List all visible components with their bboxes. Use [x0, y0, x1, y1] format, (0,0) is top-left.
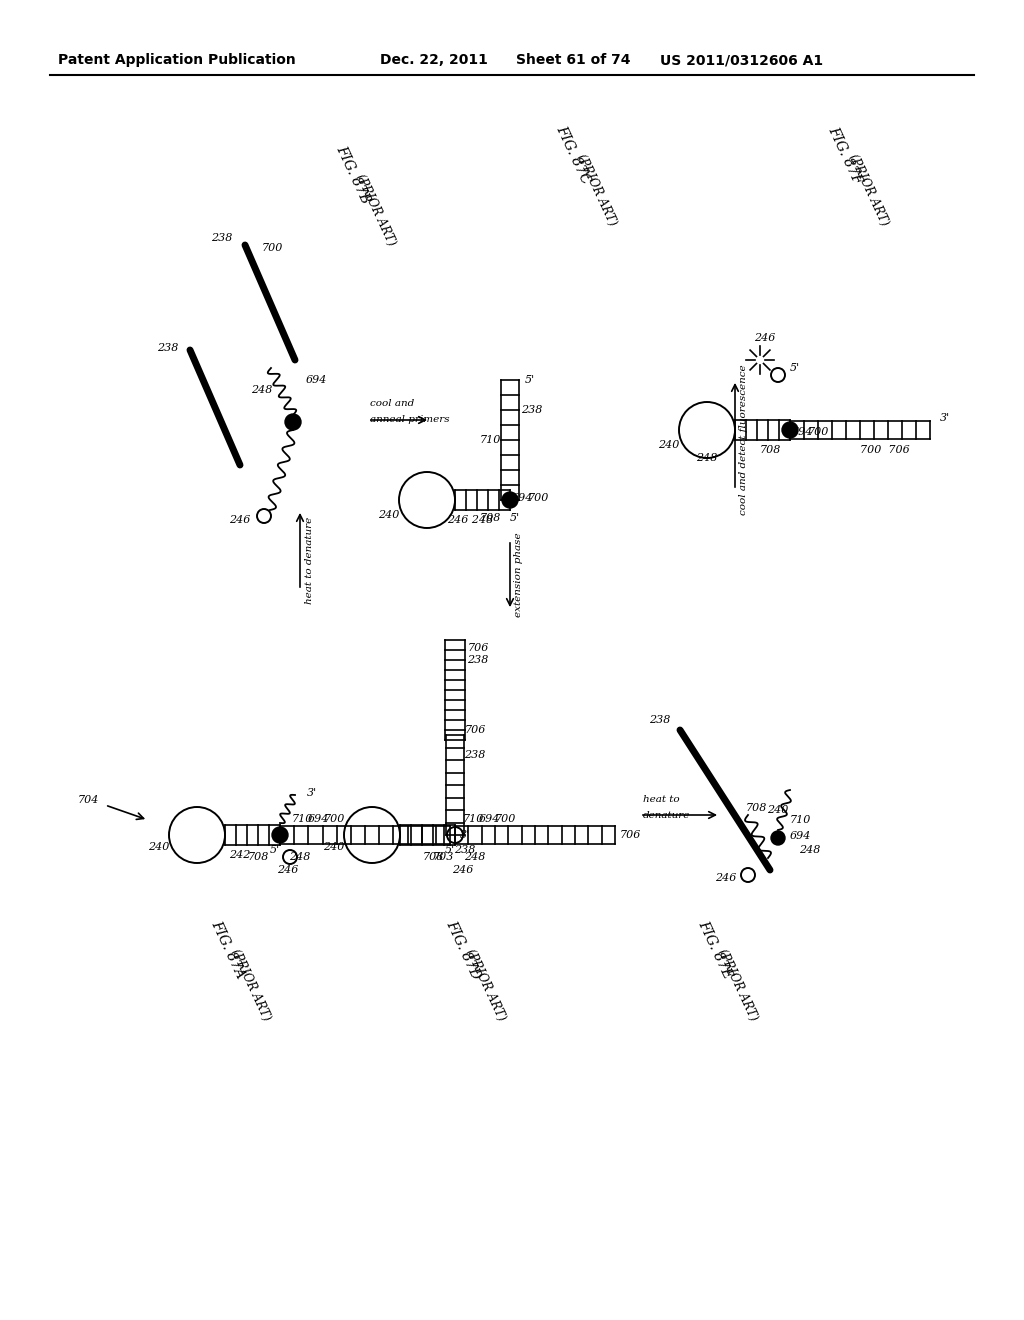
Text: 238: 238: [521, 405, 543, 414]
Text: (PRIOR ART): (PRIOR ART): [715, 946, 760, 1023]
Text: 700: 700: [324, 814, 345, 824]
Text: 5': 5': [510, 513, 520, 523]
Text: 242: 242: [229, 850, 251, 861]
Circle shape: [502, 492, 518, 508]
Text: 248: 248: [800, 845, 820, 855]
Text: 710: 710: [790, 814, 811, 825]
Text: 3': 3': [307, 788, 317, 799]
Text: anneal primers: anneal primers: [370, 416, 450, 425]
Text: heat to: heat to: [643, 796, 680, 804]
Text: 706: 706: [464, 725, 485, 735]
Text: 248: 248: [696, 453, 718, 463]
Text: 700: 700: [261, 243, 283, 253]
Text: 708: 708: [760, 445, 780, 455]
Circle shape: [679, 403, 735, 458]
Text: (PRIOR ART): (PRIOR ART): [463, 946, 507, 1023]
Text: 3': 3': [940, 413, 950, 422]
Text: 5': 5': [270, 845, 280, 855]
Text: heat to denature: heat to denature: [305, 516, 314, 603]
Text: (PRIOR ART): (PRIOR ART): [573, 152, 618, 228]
Circle shape: [272, 828, 288, 843]
Text: 694: 694: [792, 426, 813, 437]
Circle shape: [771, 368, 785, 381]
Text: 706: 706: [620, 830, 641, 840]
Text: 708: 708: [479, 513, 501, 523]
Text: (PRIOR ART): (PRIOR ART): [352, 172, 397, 248]
Text: 704: 704: [78, 795, 98, 805]
Text: 238: 238: [464, 750, 485, 760]
Text: FIG. 87E: FIG. 87E: [695, 919, 734, 981]
Text: cool and: cool and: [370, 400, 415, 408]
Text: 238: 238: [455, 845, 476, 855]
Circle shape: [399, 473, 455, 528]
Text: 706: 706: [467, 643, 488, 653]
Text: FIG. 87B: FIG. 87B: [334, 144, 373, 206]
Text: (PRIOR ART): (PRIOR ART): [846, 152, 890, 228]
Circle shape: [283, 850, 297, 865]
Text: 694: 694: [790, 832, 811, 841]
Text: Sheet 61 of 74: Sheet 61 of 74: [516, 53, 631, 67]
Text: 710: 710: [462, 814, 483, 824]
Text: 238: 238: [158, 343, 178, 352]
Text: 5': 5': [790, 363, 800, 374]
Text: 700: 700: [495, 814, 516, 824]
Text: 694: 694: [307, 814, 329, 824]
Text: 5': 5': [445, 845, 455, 855]
Text: 246 248: 246 248: [446, 515, 494, 525]
Text: 694: 694: [478, 814, 500, 824]
Text: 248: 248: [251, 385, 272, 395]
Text: FIG. 87A: FIG. 87A: [209, 919, 248, 981]
Text: 700  706: 700 706: [860, 445, 910, 455]
Text: 708: 708: [422, 851, 443, 862]
Circle shape: [344, 807, 400, 863]
Text: 708: 708: [248, 851, 268, 862]
Text: 708: 708: [745, 803, 767, 813]
Text: 703: 703: [432, 851, 454, 862]
Text: 700: 700: [527, 492, 549, 503]
Text: 694: 694: [511, 492, 532, 503]
Text: (PRIOR ART): (PRIOR ART): [227, 946, 272, 1023]
Text: 248: 248: [290, 851, 310, 862]
Text: 240: 240: [378, 510, 399, 520]
Circle shape: [257, 510, 271, 523]
Circle shape: [782, 422, 798, 438]
Text: 238: 238: [649, 715, 671, 725]
Text: 246: 246: [278, 865, 299, 875]
Circle shape: [285, 414, 301, 430]
Text: 700: 700: [807, 426, 828, 437]
Text: 710: 710: [479, 436, 501, 445]
Text: 238: 238: [467, 655, 488, 665]
Text: FIG. 87C: FIG. 87C: [553, 124, 593, 186]
Text: 246: 246: [229, 515, 251, 525]
Text: 248: 248: [464, 851, 485, 862]
Text: US 2011/0312606 A1: US 2011/0312606 A1: [660, 53, 823, 67]
Text: 246: 246: [716, 873, 736, 883]
Text: FIG. 87D: FIG. 87D: [443, 919, 482, 982]
Text: FIG. 87F: FIG. 87F: [825, 124, 864, 186]
Text: Patent Application Publication: Patent Application Publication: [58, 53, 296, 67]
Text: Dec. 22, 2011: Dec. 22, 2011: [380, 53, 487, 67]
Text: 240: 240: [767, 805, 788, 814]
Circle shape: [771, 832, 785, 845]
Text: 240: 240: [324, 842, 345, 851]
Text: 710: 710: [291, 814, 312, 824]
Circle shape: [741, 869, 755, 882]
Text: 3': 3': [460, 830, 470, 840]
Text: 246: 246: [453, 865, 474, 875]
Text: denature: denature: [643, 810, 690, 820]
Text: extension phase: extension phase: [514, 533, 523, 618]
Circle shape: [447, 828, 463, 843]
Text: 240: 240: [148, 842, 170, 851]
Text: 238: 238: [211, 234, 232, 243]
Text: 5': 5': [525, 375, 536, 385]
Text: cool and detect fluorescence: cool and detect fluorescence: [739, 364, 748, 515]
Text: 246: 246: [755, 333, 776, 343]
Text: 240: 240: [658, 440, 680, 450]
Circle shape: [169, 807, 225, 863]
Text: 694: 694: [305, 375, 327, 385]
